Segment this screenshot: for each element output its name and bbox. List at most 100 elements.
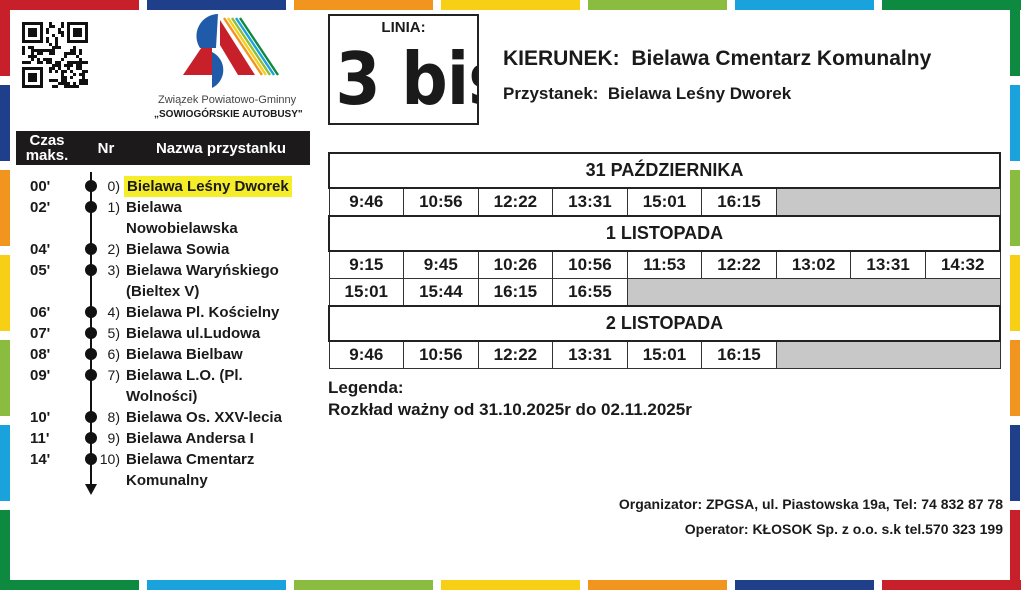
stop-name: Bielawa Leśny Dworek (124, 176, 292, 197)
line-number: 3 bis (335, 37, 477, 121)
frame-top-segment (441, 0, 580, 10)
stop-name: Bielawa L.O. (Pl. (126, 367, 243, 384)
arrow-down-icon (85, 484, 97, 495)
stop-name-line2: Nowobielawska (126, 220, 238, 237)
stop-dot-icon (85, 264, 97, 276)
frame-top-segment (0, 0, 139, 10)
logo: Związek Powiatowo-Gminny „SOWIOGÓRSKIE A… (150, 10, 320, 125)
frame-bottom-segment (294, 580, 433, 590)
stop-dot-icon (85, 243, 97, 255)
stop-number: 9) (107, 430, 120, 446)
header-nr: Nr (97, 140, 115, 157)
frame-right-segment (1010, 425, 1020, 501)
frame-bottom-segment (882, 580, 1021, 590)
frame-bottom-segment (588, 580, 727, 590)
departure-time: 10:56 (403, 340, 479, 369)
logo-line1: Związek Powiatowo-Gminny (158, 94, 297, 106)
stop-time: 14' (30, 451, 51, 468)
day-header: 1 LISTOPADA (328, 215, 1001, 252)
route-stop: 08' 6) Bielawa Bielbaw (0, 344, 320, 365)
stop-dot-icon (85, 453, 97, 465)
stop-dot-icon (85, 348, 97, 360)
legend-validity: Rozkład ważny od 31.10.2025r do 02.11.20… (328, 400, 692, 419)
logo-mark-icon (183, 14, 279, 88)
frame-left-segment (0, 170, 10, 246)
frame-top-segment (882, 0, 1021, 10)
departure-time: 13:31 (552, 340, 628, 369)
frame-top-segment (735, 0, 874, 10)
stop-time: 08' (30, 346, 51, 363)
frame-bottom-segment (441, 580, 580, 590)
frame-left-segment (0, 85, 10, 161)
departure-time: 9:46 (328, 340, 405, 369)
logo-line2: „SOWIOGÓRSKIE AUTOBUSY" (154, 109, 303, 120)
stop-name-line2: (Bieltex V) (126, 283, 200, 300)
departures-row: 15:01 15:44 16:15 16:55 (328, 278, 1001, 307)
frame-top-segment (147, 0, 286, 10)
line-box: LINIA: 3 bis (328, 14, 479, 125)
stop-name: Bielawa Sowia (126, 241, 230, 258)
stop-number: 4) (107, 304, 120, 320)
route-stop-continuation: (Bieltex V) (0, 281, 320, 302)
organizer-info: Organizator: ZPGSA, ul. Piastowska 19a, … (618, 496, 1003, 512)
frame-right-segment (1010, 510, 1020, 586)
empty-cell (626, 278, 1001, 307)
day-header-row: 2 LISTOPADA (328, 305, 1001, 342)
departures-row: 9:46 10:56 12:22 13:31 15:01 16:15 (328, 187, 1001, 217)
stop-number: 8) (107, 409, 120, 425)
route-stop: 09' 7) Bielawa L.O. (Pl. (0, 365, 320, 386)
route-stop: 11' 9) Bielawa Andersa I (0, 428, 320, 449)
frame-left-segment (0, 255, 10, 331)
stop-number: 7) (107, 367, 120, 383)
departure-time: 12:22 (477, 187, 554, 217)
frame-left-segment (0, 425, 10, 501)
stop-time: 06' (30, 304, 51, 321)
day-header: 2 LISTOPADA (328, 305, 1001, 342)
stop-dot-icon (85, 180, 97, 192)
header-name: Nazwa przystanku (155, 140, 287, 157)
qr-code (22, 22, 88, 88)
frame-bottom-segment (147, 580, 286, 590)
stop-number: 5) (107, 325, 120, 341)
departures-row: 9:15 9:45 10:26 10:56 11:53 12:22 13:02 13:31 14… (328, 250, 1001, 279)
departure-time: 10:26 (477, 250, 554, 279)
route-stop: 04' 2) Bielawa Sowia (0, 239, 320, 260)
stop-name: Bielawa Waryńskiego (126, 262, 279, 279)
direction-label: KIERUNEK: (503, 47, 620, 70)
departure-time: 12:22 (701, 250, 777, 279)
departure-time: 13:31 (850, 250, 926, 279)
departure-time: 10:56 (552, 250, 628, 279)
line-label: LINIA: (381, 19, 426, 36)
route-stop: 10' 8) Bielawa Os. XXV-lecia (0, 407, 320, 428)
departure-time: 16:15 (477, 278, 554, 307)
stop-name: Bielawa Bielbaw (126, 346, 243, 363)
stop-name-line2: Wolności) (126, 388, 198, 405)
frame-right-segment (1010, 85, 1020, 161)
frame-left-segment (0, 0, 10, 76)
stop-dot-icon (85, 306, 97, 318)
departure-time: 13:31 (552, 187, 628, 217)
current-stop: Przystanek: Bielawa Leśny Dworek (503, 84, 791, 104)
stop-label: Przystanek: (503, 84, 599, 103)
legend-title: Legenda: (328, 378, 404, 397)
empty-cell (775, 340, 1001, 369)
stop-dot-icon (85, 327, 97, 339)
stop-name: Bielawa Cmentarz (126, 451, 255, 468)
stop-time: 10' (30, 409, 51, 426)
frame-left-segment (0, 510, 10, 586)
stop-time: 09' (30, 367, 51, 384)
stop-name: Bielawa (126, 199, 182, 216)
frame-right-segment (1010, 0, 1020, 76)
frame-right-segment (1010, 340, 1020, 416)
departure-time: 16:15 (701, 187, 777, 217)
stop-time: 04' (30, 241, 51, 258)
stop-time: 07' (30, 325, 51, 342)
frame-right-segment (1010, 255, 1020, 331)
operator-info: Operator: KŁOSOK Sp. z o.o. s.k tel.570 … (684, 521, 1003, 537)
stop-name: Bielawa Os. XXV-lecia (126, 409, 282, 426)
departure-time: 14:32 (924, 250, 1001, 279)
departure-time: 15:01 (626, 340, 703, 369)
departure-time: 9:45 (403, 250, 479, 279)
route-stop: 06' 4) Bielawa Pl. Kościelny (0, 302, 320, 323)
stop-number: 0) (107, 178, 120, 194)
